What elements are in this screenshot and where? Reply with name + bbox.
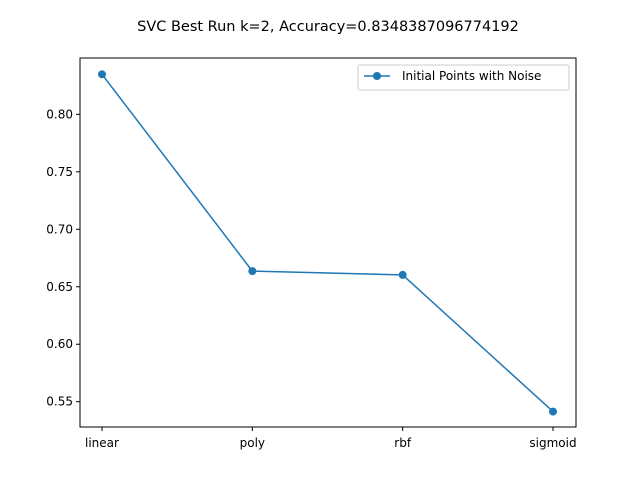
- legend-marker-swatch: [373, 72, 381, 80]
- data-point: [549, 407, 557, 416]
- legend: Initial Points with Noise: [357, 64, 570, 91]
- y-tick-label: 0.80: [46, 107, 73, 121]
- y-tick-label: 0.70: [46, 222, 73, 236]
- legend-label: Initial Points with Noise: [402, 69, 541, 83]
- y-tick-label: 0.60: [46, 337, 73, 351]
- x-tick-label: linear: [85, 436, 119, 450]
- plot-area: [79, 57, 577, 428]
- data-point: [98, 70, 106, 79]
- x-axis: linear poly rbf sigmoid: [85, 427, 577, 450]
- legend-box: [357, 64, 570, 91]
- x-tick-label: rbf: [394, 436, 412, 450]
- chart-title: SVC Best Run k=2, Accuracy=0.83483870967…: [137, 19, 519, 35]
- y-axis: 0.55 0.60 0.65 0.70 0.75 0.80: [46, 107, 80, 409]
- y-tick-label: 0.55: [46, 395, 73, 409]
- data-point: [398, 270, 407, 279]
- data-point: [248, 267, 257, 276]
- x-tick-label: sigmoid: [529, 436, 576, 450]
- x-tick-label: poly: [240, 436, 265, 450]
- series-line: [101, 73, 554, 413]
- y-tick-label: 0.75: [46, 165, 73, 179]
- y-tick-label: 0.65: [46, 280, 73, 294]
- series-layer: [98, 70, 557, 416]
